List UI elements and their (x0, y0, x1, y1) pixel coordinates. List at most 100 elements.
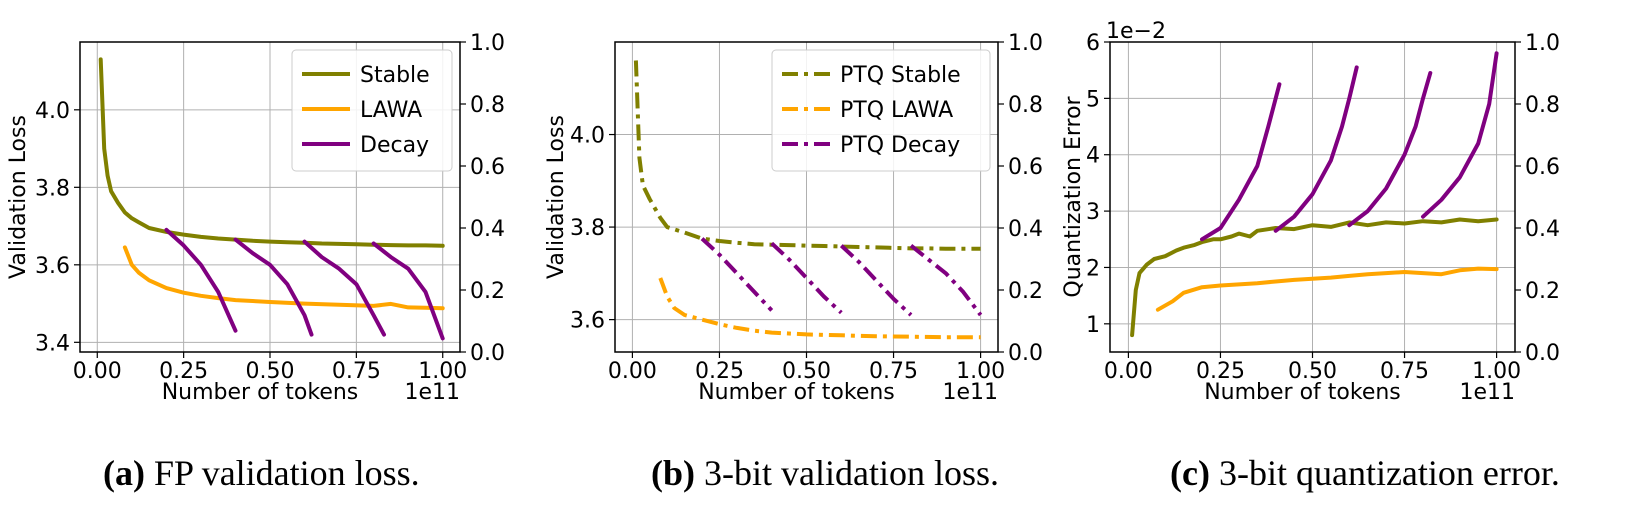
series-line-1 (1155, 266, 1499, 312)
x-tick-label: 0.25 (1196, 359, 1245, 384)
plot-frame (79, 41, 461, 353)
x-tick-label: 0.75 (869, 359, 918, 384)
x-axis-label: Number of tokens (162, 380, 359, 405)
y-tick-label: 3.8 (35, 176, 70, 201)
series-group (633, 60, 983, 340)
legend: Stable LAWA Decay (291, 49, 453, 172)
y2-tick-label: 1.0 (1525, 31, 1560, 56)
series-line-2-seg-1 (1273, 65, 1359, 233)
caption-b: (b) 3-bit validation loss. (651, 452, 999, 494)
y2-tick-label: 0.8 (1525, 93, 1560, 118)
y2-tick-label: 0.6 (1008, 155, 1043, 180)
y2-tick-label: 1.0 (1008, 31, 1043, 56)
y-tick-label: 4.0 (35, 99, 70, 124)
caption-c: (c) 3-bit quantization error. (1170, 452, 1560, 494)
legend-entry: LAWA (360, 98, 422, 123)
x-tick-label: 1.00 (956, 359, 1005, 384)
legend: PTQ Stable PTQ LAWA PTQ Decay (771, 49, 991, 172)
y2-tick-label: 0.0 (1525, 341, 1560, 366)
x-tick-label: 1.00 (418, 359, 467, 384)
x-tick-label: 0.25 (159, 359, 208, 384)
x-axis-label: Number of tokens (698, 380, 895, 405)
caption-a-text: FP validation loss. (144, 453, 420, 493)
x-tick-label: 0.50 (1288, 359, 1337, 384)
series-group (98, 57, 445, 341)
series-line-0 (1130, 217, 1499, 338)
legend-box (291, 49, 453, 172)
legend-entry: Stable (360, 63, 430, 88)
series-line-2-seg-2 (302, 239, 386, 337)
y2-tick-label: 0.2 (1525, 279, 1560, 304)
series-line-1 (122, 245, 445, 311)
caption-c-text: 3-bit quantization error. (1209, 453, 1560, 493)
series-line-2-seg-1 (233, 237, 314, 337)
series-line-2-seg-3 (1421, 51, 1499, 219)
legend-entry: PTQ Stable (840, 63, 961, 88)
plot-frame (1109, 41, 1516, 353)
y-tick-label: 4 (1086, 144, 1100, 169)
y-tick-label: 3.4 (35, 331, 70, 356)
y-axis-label: Quantization Error (1061, 95, 1086, 297)
x-tick-label: 0.00 (73, 359, 122, 384)
y-tick-label: 3.6 (570, 309, 605, 334)
y2-tick-label: 0.4 (1525, 217, 1560, 242)
caption-b-label: (b) (651, 453, 695, 493)
y-offset-text: 1e−2 (1106, 19, 1166, 44)
y-tick-label: 6 (1086, 31, 1100, 56)
x-tick-label: 0.00 (1104, 359, 1153, 384)
x-tick-label: 0.25 (695, 359, 744, 384)
chart-panel-2: 0.00 0.25 0.50 0.75 1.00 1 2 3 4 5 6 0.0 0.2 0.4 0.6 0.… (1061, 19, 1560, 405)
y2-tick-label: 1.0 (470, 31, 505, 56)
y2-tick-label: 0.8 (1008, 93, 1043, 118)
caption-a-label: (a) (103, 453, 145, 493)
series-line-2-seg-2 (1347, 71, 1433, 228)
y-axis-label: Validation Loss (544, 115, 569, 279)
series-line-2-seg-0 (164, 227, 238, 333)
series-line-2-seg-1 (770, 241, 843, 315)
x-offset-text: 1e11 (942, 380, 998, 405)
plot-frame (614, 41, 999, 353)
series-group (1130, 51, 1499, 338)
y2-tick-label: 0.6 (1525, 155, 1560, 180)
x-tick-label: 0.00 (608, 359, 657, 384)
caption-c-label: (c) (1170, 453, 1210, 493)
x-offset-text: 1e11 (1459, 380, 1515, 405)
series-line-2-seg-0 (1200, 82, 1282, 242)
y-tick-label: 1 (1086, 313, 1100, 338)
chart-panel-0: 0.00 0.25 0.50 0.75 1.00 3.4 3.6 3.8 4.0 0.0 0.2 0.… (6, 31, 505, 405)
legend-box (771, 49, 991, 172)
x-tick-label: 0.75 (1380, 359, 1429, 384)
caption-a: (a) FP validation loss. (103, 452, 420, 494)
legend-entry: PTQ LAWA (840, 98, 953, 123)
y2-tick-label: 0.4 (470, 217, 505, 242)
series-line-2-seg-0 (700, 237, 774, 312)
series-line-0 (98, 57, 445, 248)
y-tick-label: 3.6 (35, 254, 70, 279)
y2-tick-label: 0.2 (470, 279, 505, 304)
series-line-2-seg-3 (371, 241, 445, 341)
y2-tick-label: 0.4 (1008, 217, 1043, 242)
legend-entry: Decay (360, 133, 429, 158)
x-tick-label: 0.50 (782, 359, 831, 384)
legend-entry: PTQ Decay (840, 133, 960, 158)
y-tick-label: 3.8 (570, 216, 605, 241)
y2-tick-label: 0.8 (470, 93, 505, 118)
chart-panel-1: 0.00 0.25 0.50 0.75 1.00 3.6 3.8 4.0 0.0 0.2 0.4 0.… (544, 31, 1043, 405)
y-tick-label: 3 (1086, 200, 1100, 225)
x-tick-label: 0.50 (246, 359, 295, 384)
y-tick-label: 4.0 (570, 124, 605, 149)
y-axis-label: Validation Loss (6, 115, 31, 279)
x-axis-label: Number of tokens (1204, 380, 1401, 405)
x-tick-label: 0.75 (332, 359, 381, 384)
x-offset-text: 1e11 (404, 380, 460, 405)
x-tick-label: 1.00 (1472, 359, 1521, 384)
series-line-1 (658, 277, 981, 340)
y2-tick-label: 0.2 (1008, 279, 1043, 304)
series-line-2-seg-3 (909, 244, 983, 317)
caption-b-text: 3-bit validation loss. (695, 453, 999, 493)
y2-tick-label: 0.6 (470, 155, 505, 180)
series-line-2-seg-2 (839, 244, 913, 317)
y-tick-label: 2 (1086, 256, 1100, 281)
y2-tick-label: 0.0 (1008, 341, 1043, 366)
